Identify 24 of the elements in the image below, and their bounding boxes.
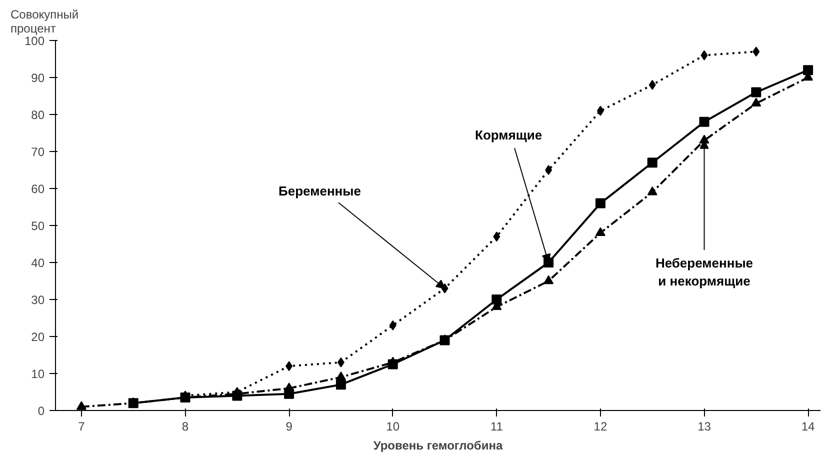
x-tick-label: 14	[801, 420, 816, 434]
y-tick-label: 80	[31, 108, 45, 122]
y-tick-label: 100	[24, 34, 45, 48]
y-tick-label: 20	[31, 330, 45, 344]
y-tick-label: 50	[31, 219, 45, 233]
y-tick-label: 30	[31, 293, 45, 307]
y-tick-label: 10	[31, 367, 45, 381]
x-axis-title: Уровень гемоглобина	[373, 438, 503, 452]
x-tick-label: 9	[286, 420, 293, 434]
annotation: Небеременные и некормящие	[655, 255, 754, 288]
y-axis-title: Совокупный процент	[10, 8, 79, 36]
x-tick-label: 8	[182, 420, 189, 434]
x-tick-label: 13	[698, 420, 712, 434]
x-tick-label: 11	[490, 420, 504, 434]
y-tick-label: 40	[31, 256, 45, 270]
annotation: Кормящие	[475, 128, 542, 142]
x-tick-label: 10	[386, 420, 400, 434]
x-tick-label: 7	[78, 420, 86, 434]
x-tick-label: 12	[594, 420, 608, 434]
y-tick-label: 0	[38, 404, 45, 418]
y-tick-label: 90	[31, 71, 45, 85]
y-tick-label: 70	[31, 145, 45, 159]
annotation: Беременные	[278, 183, 361, 198]
y-tick-label: 60	[31, 182, 45, 196]
